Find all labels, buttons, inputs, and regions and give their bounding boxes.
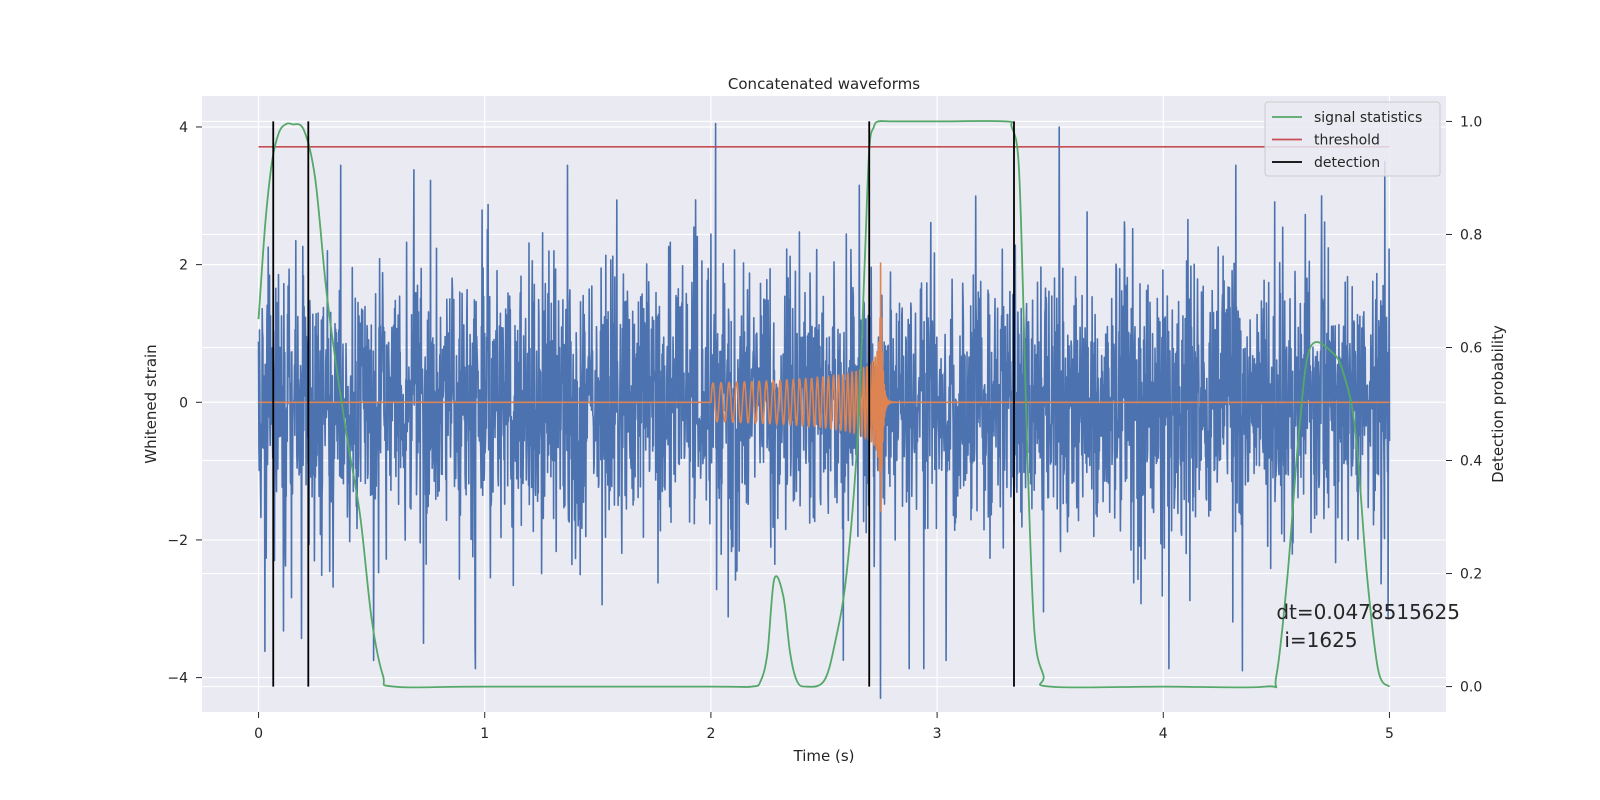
x-tick-label: 3 xyxy=(933,726,942,742)
injected-signal-series xyxy=(258,262,1390,512)
y-right-tick-label: 0.2 xyxy=(1460,567,1482,583)
x-tick-label: 5 xyxy=(1385,726,1394,742)
y-right-tick-label: 1.0 xyxy=(1460,114,1482,130)
injected-signal-line xyxy=(258,262,1390,512)
legend-label: signal statistics xyxy=(1314,110,1422,126)
chart-title: Concatenated waveforms xyxy=(728,75,920,93)
legend-label: threshold xyxy=(1314,133,1380,149)
axes: 0 1 2 3 4 5 −4 −2 0 2 4 0.0 0.2 0.4 0.6 0.8 1.0 xyxy=(167,114,1482,742)
y-right-tick-label: 0.8 xyxy=(1460,227,1482,243)
annotation-line: i=1625 xyxy=(1284,628,1357,652)
y-left-tick-label: 2 xyxy=(179,258,188,274)
y-left-tick-label: 0 xyxy=(179,395,188,411)
y-left-tick-label: −4 xyxy=(167,671,188,687)
legend-box xyxy=(1264,101,1441,177)
legend-label: detection xyxy=(1314,155,1380,171)
y-left-tick-label: −2 xyxy=(167,533,188,549)
y-left-tick-label: 4 xyxy=(179,120,188,136)
x-tick-label: 0 xyxy=(254,726,263,742)
y-axis-left-label: Whitened strain xyxy=(142,344,160,463)
y-right-tick-label: 0.4 xyxy=(1460,454,1482,470)
signal-statistics-series xyxy=(257,120,1391,689)
annotation: dt=0.0478515625 i=1625 xyxy=(1276,600,1460,652)
x-tick-label: 1 xyxy=(480,726,489,742)
annotation-line: dt=0.0478515625 xyxy=(1276,600,1460,624)
x-axis-label: Time (s) xyxy=(793,747,855,765)
x-tick-label: 2 xyxy=(706,726,715,742)
y-axis-right-label: Detection probability xyxy=(1489,325,1507,483)
y-right-tick-label: 0.0 xyxy=(1460,680,1482,696)
legend: signal statistics threshold detection xyxy=(1264,101,1441,177)
signal-statistics-line xyxy=(257,120,1391,689)
detection-series xyxy=(272,121,1015,687)
x-tick-label: 4 xyxy=(1159,726,1168,742)
y-right-tick-label: 0.6 xyxy=(1460,340,1482,356)
